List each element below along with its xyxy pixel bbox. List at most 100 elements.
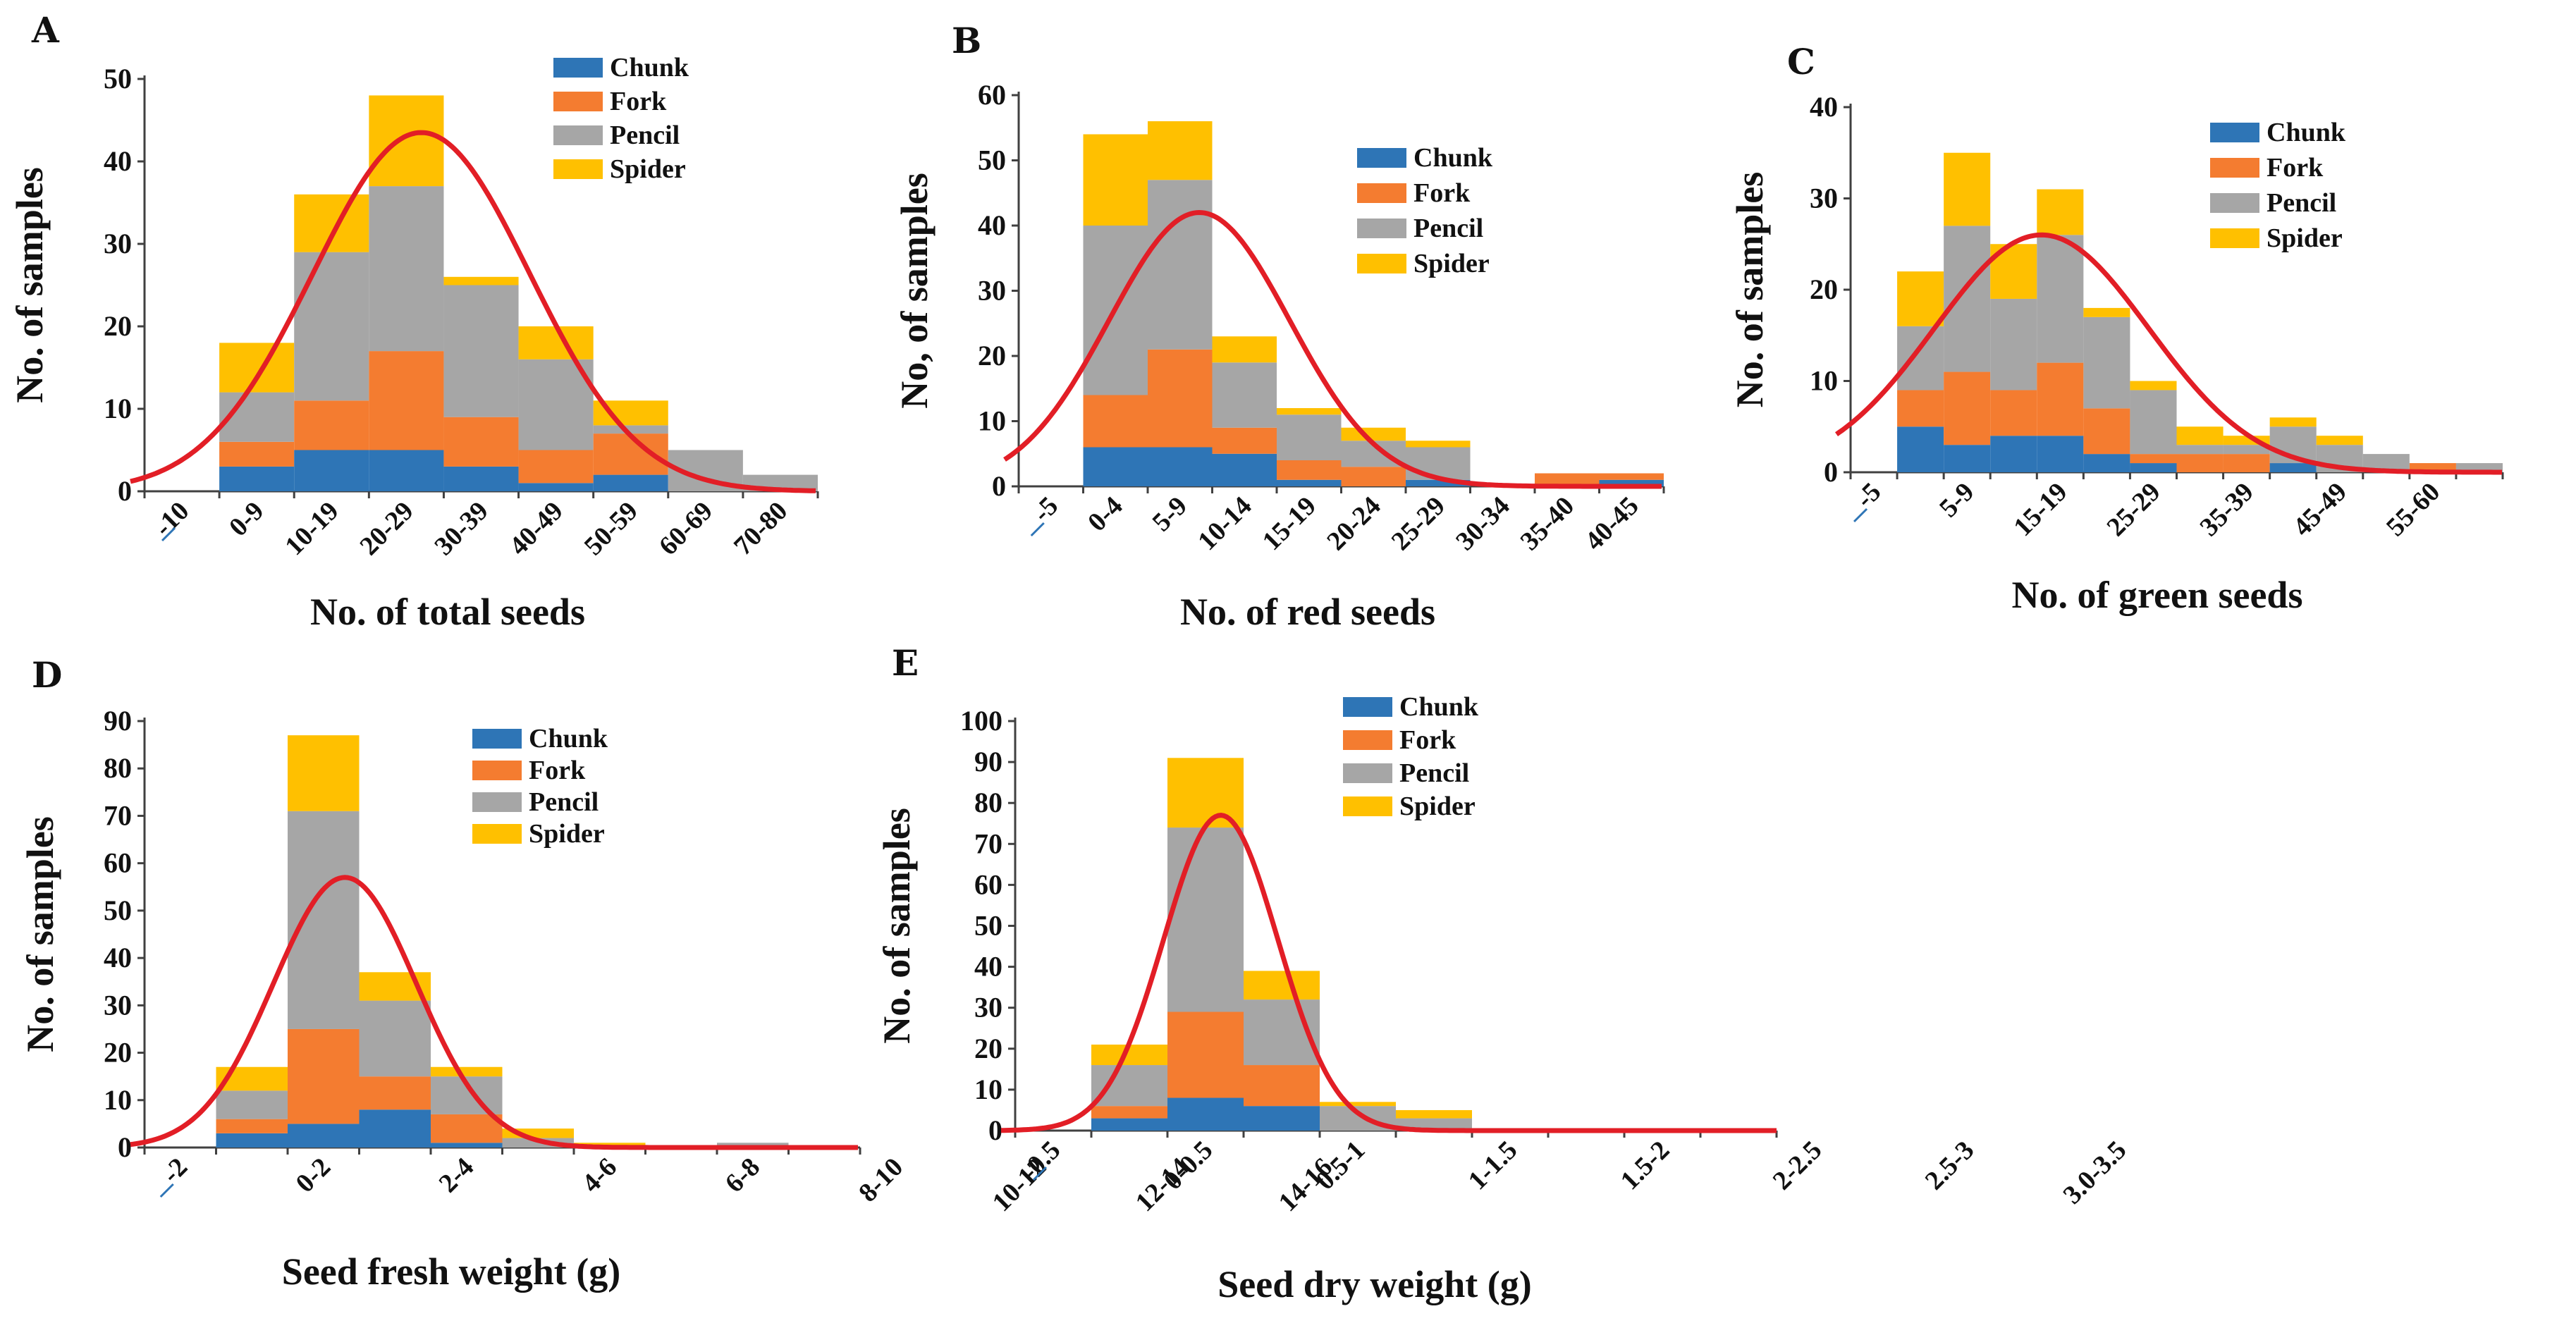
bar-segment-chunk [1599, 479, 1664, 486]
x-tick-label: 0-2 [290, 1152, 337, 1199]
bar-segment-pencil [294, 252, 369, 401]
x-tick-label: 35-40 [1515, 491, 1580, 556]
legend-label-spider: Spider [610, 154, 686, 184]
x-tick-label: 0-4 [1082, 491, 1129, 538]
bar-segment-chunk [369, 450, 444, 491]
bar-segment-fork [1277, 460, 1342, 480]
legend-label-fork: Fork [1399, 725, 1456, 755]
bar-segment-spider [1148, 121, 1213, 180]
legend-label-chunk: Chunk [1399, 692, 1479, 722]
y-tick-label: 20 [104, 1037, 132, 1069]
x-tick-label: 4-6 [577, 1152, 623, 1199]
legend-label-chunk: Chunk [1413, 143, 1493, 173]
bar-segment-pencil [1148, 180, 1213, 350]
y-tick-label: 0 [118, 475, 132, 507]
bar-segment-fork [2083, 408, 2130, 455]
y-tick-label: 60 [104, 847, 132, 879]
legend-label-pencil: Pencil [529, 787, 599, 817]
bar-segment-spider [1212, 336, 1277, 363]
legend-swatch-chunk [2210, 123, 2259, 142]
legend-label-chunk: Chunk [2267, 118, 2346, 147]
bar-segment-spider [1944, 152, 1991, 226]
y-tick-label: 0 [988, 1114, 1002, 1146]
bar-segment-fork [369, 351, 444, 450]
legend-label-fork: Fork [2267, 153, 2324, 183]
bar-segment-pencil [359, 1000, 431, 1077]
y-tick-label: 60 [974, 868, 1002, 900]
legend-swatch-chunk [1343, 697, 1392, 717]
tick-underline-mark [159, 1183, 174, 1198]
y-tick-label: 0 [1824, 456, 1838, 488]
bar-segment-fork [216, 1119, 288, 1133]
y-axis-title: No. of samples [19, 816, 61, 1052]
x-tick-label: -5 [1027, 491, 1064, 528]
y-tick-label: 10 [1810, 365, 1838, 397]
bar-segment-pencil [1990, 298, 2037, 390]
x-tick-label: -5 [1850, 477, 1887, 514]
legend-label-pencil: Pencil [610, 121, 680, 150]
y-tick-label: 50 [978, 144, 1006, 176]
bar-segment-spider [1341, 427, 1406, 441]
x-tick-label: 40-49 [504, 496, 569, 561]
bar-segment-pencil [593, 425, 668, 434]
x-tick-label: 15-19 [2008, 477, 2073, 542]
legend-swatch-pencil [1343, 763, 1392, 783]
bar-segment-spider [2083, 307, 2130, 317]
legend-label-pencil: Pencil [2267, 188, 2336, 218]
legend-label-fork: Fork [1413, 178, 1471, 208]
y-tick-label: 40 [1810, 91, 1838, 123]
legend-swatch-pencil [472, 792, 522, 812]
bar-segment-chunk [518, 483, 594, 491]
y-tick-label: 10 [974, 1073, 1002, 1105]
legend-label-fork: Fork [529, 756, 586, 785]
y-tick-label: 30 [974, 992, 1002, 1023]
bar-segment-fork [1091, 1106, 1167, 1119]
bar-segment-spider [1277, 408, 1342, 415]
legend-swatch-fork [2210, 158, 2259, 178]
y-tick-label: 30 [978, 275, 1006, 307]
y-tick-label: 80 [974, 787, 1002, 818]
x-tick-label: 2.5-3 [1920, 1136, 1980, 1196]
bar-segment-pencil [1897, 326, 1944, 390]
legend-swatch-chunk [472, 729, 522, 749]
panel-letter: B [952, 20, 981, 61]
bar-segment-fork [288, 1028, 360, 1124]
y-tick-label: 30 [104, 228, 132, 259]
bar-segment-spider [1244, 971, 1320, 1000]
y-tick-label: 20 [974, 1033, 1002, 1064]
x-tick-label: 5-9 [1147, 491, 1194, 538]
bar-segment-fork [1341, 467, 1406, 486]
legend-swatch-fork [553, 92, 603, 111]
legend-swatch-pencil [553, 125, 603, 145]
bar-segment-pencil [216, 1090, 288, 1119]
bar-segment-pencil [2037, 235, 2084, 363]
x-axis-title: No. of red seeds [1180, 591, 1435, 633]
bar-segment-chunk [1083, 447, 1148, 486]
bar-segment-spider [1083, 134, 1148, 226]
bar-segment-fork [294, 400, 369, 450]
legend-swatch-spider [1357, 254, 1406, 273]
x-tick-label: 2-4 [434, 1152, 480, 1199]
legend-label-spider: Spider [1413, 249, 1490, 278]
bar-segment-chunk [1244, 1106, 1320, 1131]
x-tick-label: 25-29 [2101, 477, 2166, 542]
bar-segment-spider [1167, 758, 1244, 828]
bar-segment-spider [1320, 1102, 1396, 1107]
bar-segment-chunk [1406, 479, 1471, 486]
x-axis-title: No. of green seeds [2012, 574, 2303, 616]
x-tick-label: 6-8 [720, 1152, 766, 1199]
bar-segment-fork [219, 441, 295, 467]
x-tick-label: 20-29 [354, 496, 419, 561]
bar-segment-chunk [2083, 454, 2130, 472]
legend-swatch-pencil [2210, 193, 2259, 213]
legend-label-fork: Fork [610, 87, 667, 116]
bar-segment-chunk [359, 1109, 431, 1148]
bar-segment-fork [1535, 473, 1600, 486]
y-tick-label: 30 [104, 989, 132, 1021]
legend-label-spider: Spider [529, 819, 605, 849]
bar-segment-chunk [294, 450, 369, 491]
bar-segment-fork [359, 1076, 431, 1110]
y-tick-label: 0 [992, 470, 1006, 502]
y-tick-label: 70 [974, 828, 1002, 859]
x-tick-label: 60-69 [654, 496, 718, 561]
